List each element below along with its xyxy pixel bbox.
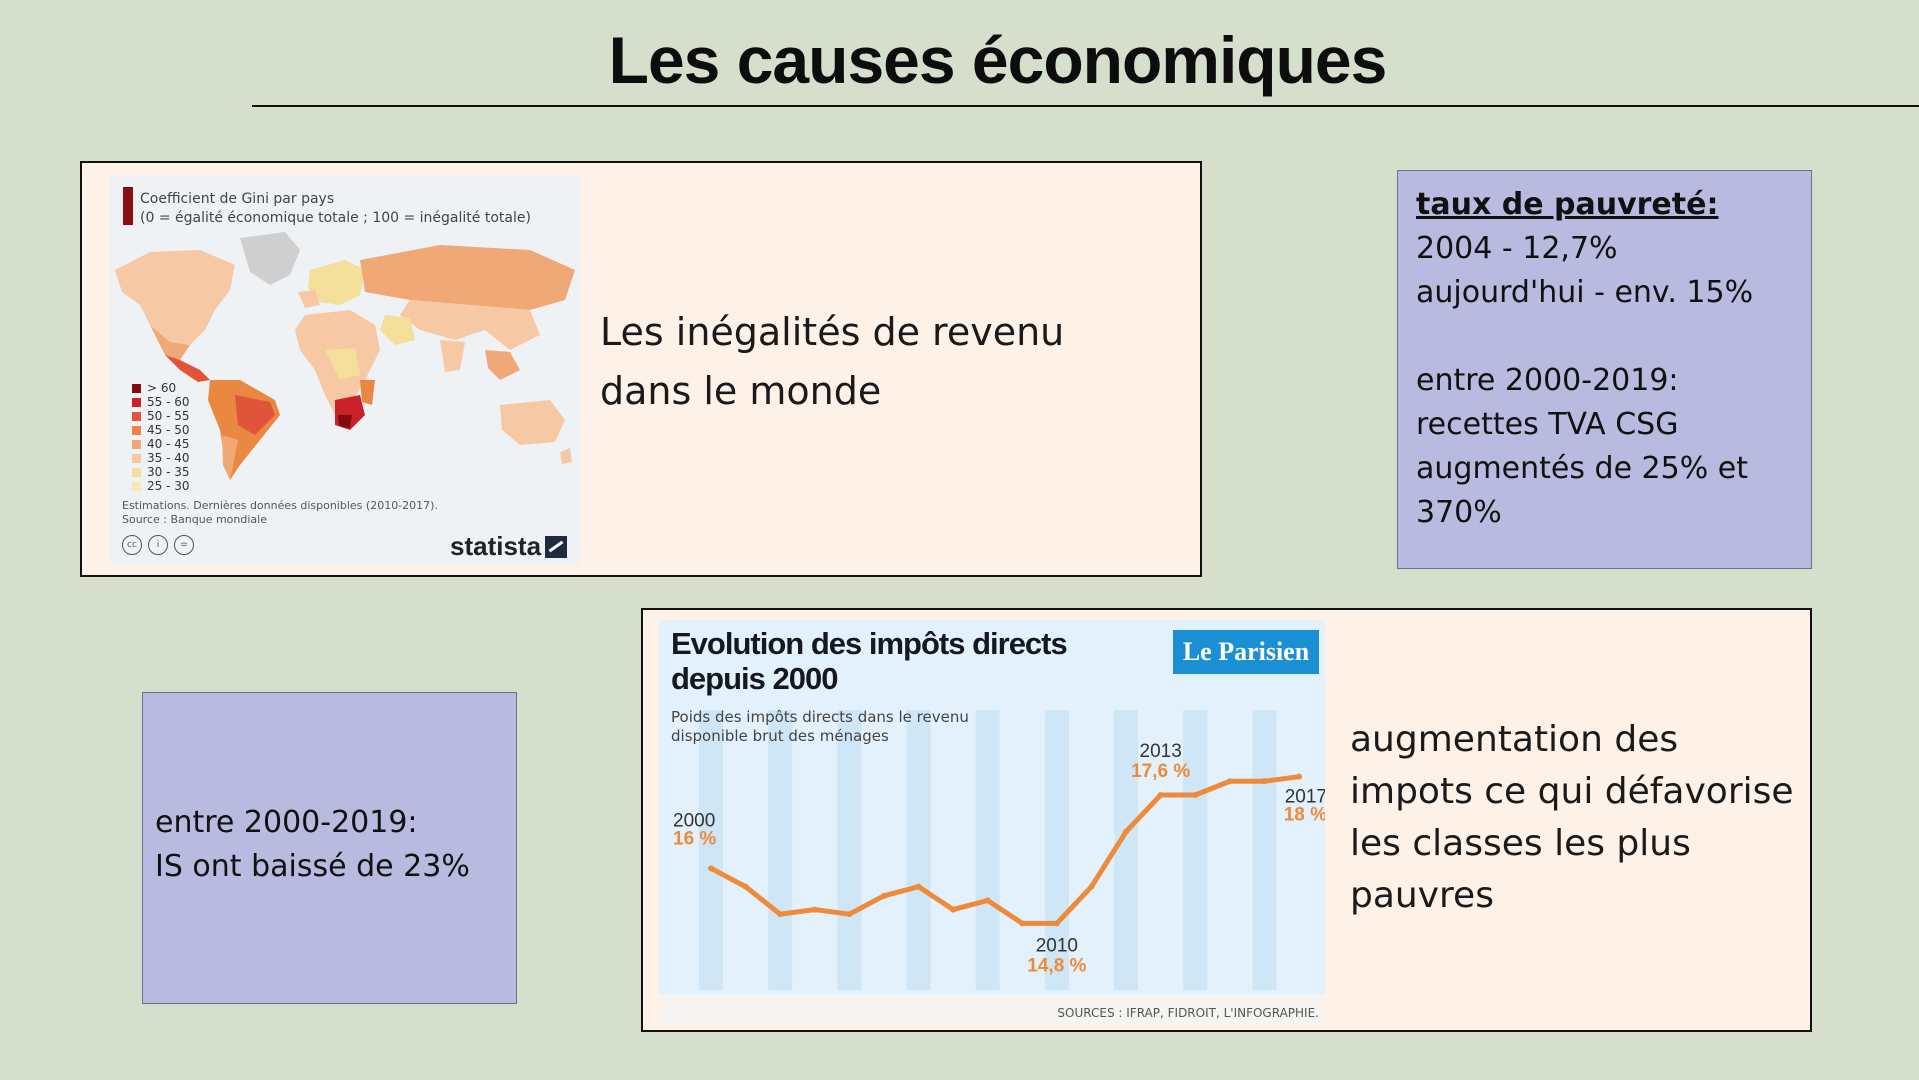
chart-band bbox=[837, 710, 862, 990]
poverty-heading: taux de pauvreté: bbox=[1416, 187, 1719, 222]
map-legend: > 60 55 - 60 50 - 55 45 - 50 40 - 45 35 … bbox=[132, 381, 190, 493]
data-point bbox=[742, 883, 749, 890]
annotation-value: 17,6 % bbox=[1131, 761, 1190, 782]
data-point bbox=[880, 892, 887, 899]
impots-card: 2000 16 % 2010 14,8 % 2013 17,6 % 2017 18 % Evo… bbox=[641, 608, 1812, 1032]
series-line bbox=[709, 774, 1300, 926]
data-point bbox=[1088, 883, 1095, 890]
data-point bbox=[811, 906, 818, 913]
data-point bbox=[1157, 792, 1164, 798]
annotation-year: 2013 bbox=[1140, 741, 1182, 762]
data-point bbox=[950, 906, 957, 913]
annotation-year: 2000 bbox=[673, 810, 715, 831]
poverty-box: taux de pauvreté: 2004 - 12,7% aujourd'h… bbox=[1397, 170, 1812, 569]
data-point bbox=[915, 883, 922, 890]
statista-accent-bar bbox=[123, 187, 133, 225]
legend-item: 40 - 45 bbox=[132, 437, 190, 451]
data-point bbox=[1053, 920, 1060, 927]
annotation-value: 14,8 % bbox=[1027, 955, 1086, 976]
data-point bbox=[846, 911, 853, 918]
impots-caption: augmentation des impots ce qui défavoris… bbox=[1350, 719, 1794, 916]
chart-band bbox=[906, 710, 931, 990]
gini-caption: Les inégalités de revenu dans le monde bbox=[600, 310, 1065, 413]
chart-band bbox=[1183, 710, 1208, 990]
data-point bbox=[1226, 778, 1233, 785]
data-point bbox=[1296, 773, 1302, 780]
data-point bbox=[1261, 778, 1268, 785]
chart-subtitle-1: Poids des impôts directs dans le revenu bbox=[671, 708, 969, 726]
chart-subtitle-2: disponible brut des ménages bbox=[671, 727, 889, 745]
legend-item: 25 - 30 bbox=[132, 479, 190, 493]
data-point bbox=[1192, 792, 1199, 798]
map-subtitle: (0 = égalité économique totale ; 100 = i… bbox=[140, 210, 531, 226]
chart-sources: SOURCES : IFRAP, FIDROIT, L'INFOGRAPHIE. bbox=[1057, 1006, 1319, 1020]
chart-band bbox=[1252, 710, 1277, 990]
cc-icon: cc bbox=[122, 535, 142, 555]
impots-chart: 2000 16 % 2010 14,8 % 2013 17,6 % 2017 18 % Evo… bbox=[659, 620, 1325, 1024]
chart-title-2: depuis 2000 bbox=[671, 661, 838, 696]
data-point bbox=[708, 865, 714, 872]
statista-logo: statista bbox=[450, 531, 568, 562]
chart-band bbox=[1114, 710, 1139, 990]
annotation-year: 2010 bbox=[1036, 935, 1078, 956]
title-underline bbox=[252, 105, 1919, 107]
legend-item: 45 - 50 bbox=[132, 423, 190, 437]
attribution-icon: i bbox=[148, 535, 168, 555]
map-title: Coefficient de Gini par pays bbox=[140, 191, 335, 207]
data-point bbox=[1123, 828, 1130, 835]
poverty-text: taux de pauvreté: 2004 - 12,7% aujourd'h… bbox=[1416, 183, 1753, 535]
le-parisien-logo: Le Parisien bbox=[1173, 630, 1319, 674]
is-box: entre 2000-2019: IS ont baissé de 23% bbox=[142, 692, 517, 1004]
chart-band bbox=[699, 710, 723, 990]
chart-band bbox=[975, 710, 1000, 990]
gini-map-image: Coefficient de Gini par pays (0 = égalit… bbox=[110, 175, 580, 565]
statista-mark-icon bbox=[545, 535, 568, 558]
license-icons: cc i = bbox=[122, 535, 194, 555]
legend-item: 50 - 55 bbox=[132, 409, 190, 423]
map-source: Source : Banque mondiale bbox=[122, 513, 267, 526]
data-point bbox=[1019, 920, 1026, 927]
legend-item: 35 - 40 bbox=[132, 451, 190, 465]
legend-item: 55 - 60 bbox=[132, 395, 190, 409]
slide-title: Les causes économiques bbox=[608, 23, 1388, 97]
legend-item: > 60 bbox=[132, 381, 190, 395]
data-point bbox=[777, 911, 784, 918]
gini-card: Coefficient de Gini par pays (0 = égalit… bbox=[80, 161, 1202, 577]
chart-title-1: Evolution des impôts directs bbox=[671, 626, 1068, 661]
is-text: entre 2000-2019: IS ont baissé de 23% bbox=[155, 805, 470, 884]
no-derivatives-icon: = bbox=[174, 535, 194, 555]
data-point bbox=[984, 897, 991, 904]
annotation-value: 18 % bbox=[1284, 805, 1325, 826]
annotation-value: 16 % bbox=[673, 828, 716, 849]
world-map bbox=[115, 232, 575, 480]
chart-band bbox=[1044, 710, 1069, 990]
annotation-year: 2017 bbox=[1285, 787, 1325, 808]
chart-band bbox=[768, 710, 793, 990]
legend-item: 30 - 35 bbox=[132, 465, 190, 479]
map-note: Estimations. Dernières données disponibl… bbox=[122, 499, 438, 512]
